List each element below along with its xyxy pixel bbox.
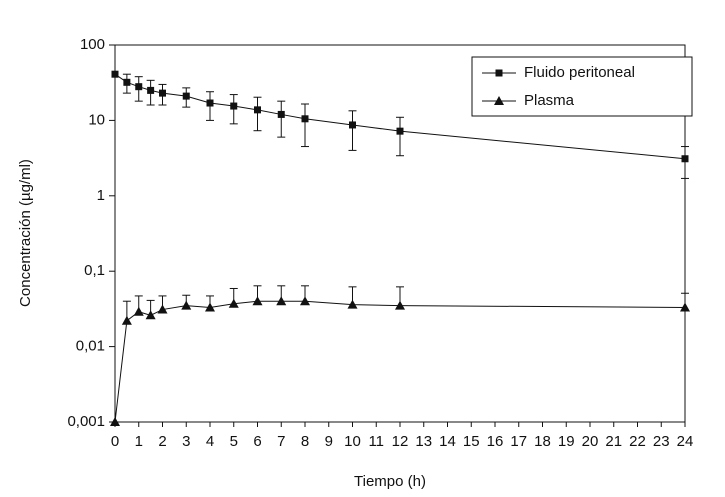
x-tick-label: 22 [629,433,646,450]
data-point [254,106,261,114]
data-point [276,296,287,306]
x-tick-label: 8 [301,433,309,450]
data-point [396,127,404,135]
legend-marker [494,96,504,105]
data-point [680,302,690,312]
series-line [114,300,686,423]
y-tick-label: 1 [97,187,105,204]
data-point [300,296,310,306]
x-tick-label: 5 [230,433,238,450]
x-tick-label: 7 [277,433,285,450]
x-tick-label: 13 [415,433,432,450]
x-tick-label: 18 [534,433,551,450]
x-tick-label: 12 [392,433,409,450]
data-point [147,86,155,94]
x-tick-label: 15 [463,433,480,450]
x-tick-label: 23 [653,433,670,450]
y-tick-label: 0,1 [84,262,105,279]
legend-box [471,56,693,117]
data-point [135,83,143,91]
data-point [110,417,120,426]
data-point [349,121,356,129]
x-tick-label: 3 [182,433,190,450]
x-axis-label: Tiempo (h) [354,473,426,490]
y-tick-label: 0,001 [67,413,105,430]
x-tick-label: 24 [677,433,694,450]
x-tick-label: 0 [111,433,119,450]
x-tick-label: 21 [605,433,622,450]
data-point [277,110,285,118]
x-tick-label: 9 [325,433,333,450]
data-point [252,296,263,306]
y-axis-label: Concentración (µg/ml) [17,159,34,307]
data-point [182,92,190,100]
data-point [159,89,166,97]
x-tick-label: 10 [344,433,361,450]
data-point [301,115,309,123]
legend-marker [495,69,503,77]
data-point [157,304,168,314]
x-tick-label: 11 [368,433,384,450]
x-tick-label: 17 [510,433,527,450]
data-point [133,306,144,316]
data-point [347,299,358,309]
data-point [181,300,192,310]
x-tick-label: 6 [253,433,261,450]
y-tick-label: 100 [80,36,105,53]
data-point [228,298,239,308]
data-point [395,300,405,310]
x-tick-label: 20 [582,433,599,450]
data-point [230,102,238,110]
data-point [205,302,215,312]
y-tick-label: 0,01 [76,338,105,355]
data-point [111,70,119,78]
data-point [206,99,214,107]
data-point [121,315,132,325]
x-tick-label: 19 [558,433,575,450]
x-tick-label: 14 [439,433,456,450]
data-point [145,310,156,320]
x-tick-label: 16 [487,433,504,450]
x-tick-label: 1 [135,433,143,450]
legend-label: Plasma [524,92,575,109]
x-tick-label: 2 [158,433,166,450]
y-tick-label: 10 [88,111,105,128]
legend-label: Fluido peritoneal [524,64,635,81]
x-tick-label: 4 [206,433,214,450]
data-point [681,155,689,163]
data-point [123,78,131,86]
